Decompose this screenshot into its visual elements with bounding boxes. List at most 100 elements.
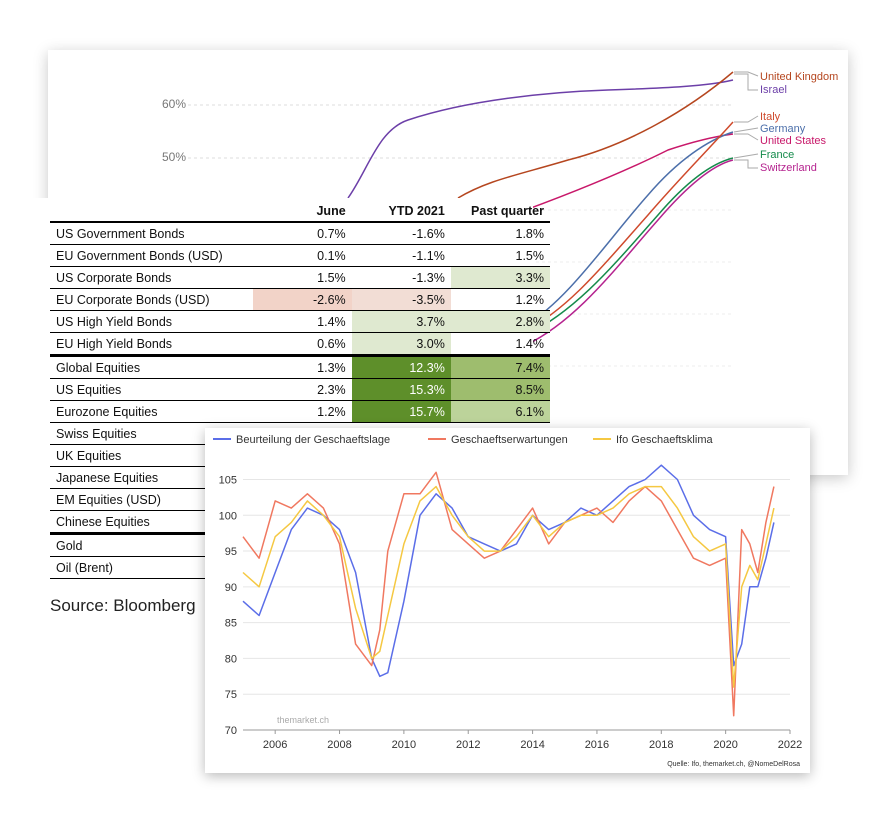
asset-name: Japanese Equities [50, 466, 253, 489]
ytd-value: -1.1% [351, 244, 451, 267]
line-united-kingdom [457, 71, 734, 199]
asset-name: Oil (Brent) [50, 556, 253, 579]
series-line-1 [242, 464, 775, 678]
legend-label: Geschaeftserwartungen [451, 434, 568, 446]
leader-france [733, 153, 759, 159]
x-tick-label: 2022 [778, 739, 802, 751]
x-tick-label: 2018 [649, 739, 673, 751]
past-quarter-value: 2.8% [450, 310, 550, 333]
june-value: 1.4% [252, 310, 352, 333]
leader-switzerland [734, 159, 758, 169]
ytd-value: -1.3% [351, 266, 451, 289]
label-united-states: United States [760, 135, 827, 147]
ytd-value: 15.3% [351, 378, 451, 401]
series-line-3 [242, 485, 775, 688]
asset-name: EU Government Bonds (USD) [50, 244, 253, 267]
leader-us [734, 133, 759, 141]
source-note: Source: Bloomberg [50, 596, 196, 615]
label-united-kingdom: United Kingdom [760, 71, 838, 83]
past-quarter-value: 3.3% [450, 266, 550, 289]
ytd-value: 3.0% [351, 332, 451, 357]
asset-name: EU Corporate Bonds (USD) [50, 288, 253, 311]
asset-name: EM Equities (USD) [50, 488, 253, 511]
ytd-value: 12.3% [351, 355, 451, 379]
asset-name: US Corporate Bonds [50, 266, 253, 289]
table-row: US High Yield Bonds 1.4% 3.7% 2.8% [50, 310, 550, 333]
line-israel [347, 79, 734, 199]
y-tick-label: 95 [225, 546, 237, 558]
y-tick-label: 80 [225, 653, 237, 665]
label-italy: Italy [760, 111, 781, 123]
table-header-row: June YTD 2021 Past quarter [50, 200, 550, 223]
y-tick-label: 70 [225, 725, 237, 737]
asset-name: Eurozone Equities [50, 400, 253, 423]
ytd-value: 3.7% [351, 310, 451, 333]
ifo-chart-panel: 105 100 95 90 85 80 75 70 2006 2008 2010 2012 2014 20… [205, 428, 810, 773]
table-row: EU Government Bonds (USD) 0.1% -1.1% 1.5% [50, 244, 550, 267]
table-row: US Equities 2.3% 15.3% 8.5% [50, 378, 550, 401]
past-quarter-value: 8.5% [450, 378, 550, 401]
past-quarter-value: 7.4% [450, 355, 550, 379]
x-tick-label: 2012 [456, 739, 480, 751]
vacc-tick-60: 60% [162, 97, 186, 111]
table-row: EU High Yield Bonds 0.6% 3.0% 1.4% [50, 332, 550, 357]
june-value: 0.1% [252, 244, 352, 267]
june-value: 2.3% [252, 378, 352, 401]
header-june: June [252, 200, 352, 223]
asset-name: Global Equities [50, 355, 253, 379]
header-past-quarter: Past quarter [450, 200, 550, 223]
past-quarter-value: 1.4% [450, 332, 550, 357]
asset-name: Swiss Equities [50, 422, 253, 445]
ytd-value: -3.5% [351, 288, 451, 311]
leader-israel [734, 73, 758, 91]
june-value: 1.3% [252, 355, 352, 379]
june-value: 0.7% [252, 222, 352, 245]
asset-name: UK Equities [50, 444, 253, 467]
label-israel: Israel [760, 84, 787, 96]
june-value: -2.6% [252, 288, 352, 311]
ifo-chart: 105 100 95 90 85 80 75 70 2006 2008 2010 2012 2014 20… [213, 434, 802, 768]
label-france: France [760, 149, 794, 161]
june-value: 0.6% [252, 332, 352, 357]
y-tick-label: 85 [225, 618, 237, 630]
y-tick-label: 75 [225, 689, 237, 701]
leader-germany [733, 127, 759, 133]
leader-uk [734, 71, 759, 77]
ytd-value: -1.6% [351, 222, 451, 245]
past-quarter-value: 1.8% [450, 222, 550, 245]
label-germany: Germany [760, 123, 806, 135]
past-quarter-value: 6.1% [450, 400, 550, 423]
legend-label: Beurteilung der Geschaeftslage [236, 434, 390, 446]
asset-name: Gold [50, 533, 253, 557]
series-line-2 [242, 471, 775, 717]
line-germany [525, 131, 734, 326]
ytd-value: 15.7% [351, 400, 451, 423]
y-tick-label: 105 [219, 474, 237, 486]
y-tick-label: 100 [219, 510, 237, 522]
leader-italy [734, 115, 759, 123]
table-row: Global Equities 1.3% 12.3% 7.4% [50, 355, 550, 379]
header-ytd: YTD 2021 [351, 200, 451, 223]
vacc-tick-50: 50% [162, 150, 186, 164]
asset-name: US Government Bonds [50, 222, 253, 245]
line-france [525, 157, 734, 336]
watermark: themarket.ch [277, 715, 329, 725]
asset-name: US Equities [50, 378, 253, 401]
x-tick-label: 2016 [585, 739, 609, 751]
asset-name: EU High Yield Bonds [50, 332, 253, 357]
past-quarter-value: 1.2% [450, 288, 550, 311]
x-tick-label: 2020 [713, 739, 737, 751]
table-row: US Corporate Bonds 1.5% -1.3% 3.3% [50, 266, 550, 289]
label-switzerland: Switzerland [760, 162, 817, 174]
asset-name: US High Yield Bonds [50, 310, 253, 333]
x-tick-label: 2010 [392, 739, 416, 751]
line-switzerland [525, 159, 734, 346]
table-row: Eurozone Equities 1.2% 15.7% 6.1% [50, 400, 550, 423]
june-value: 1.5% [252, 266, 352, 289]
y-tick-label: 90 [225, 582, 237, 594]
june-value: 1.2% [252, 400, 352, 423]
x-tick-label: 2014 [520, 739, 544, 751]
line-italy [525, 121, 734, 331]
chart-source-note: Quelle: Ifo, themarket.ch, @NomeDelRosa [667, 761, 800, 768]
x-tick-label: 2008 [327, 739, 351, 751]
